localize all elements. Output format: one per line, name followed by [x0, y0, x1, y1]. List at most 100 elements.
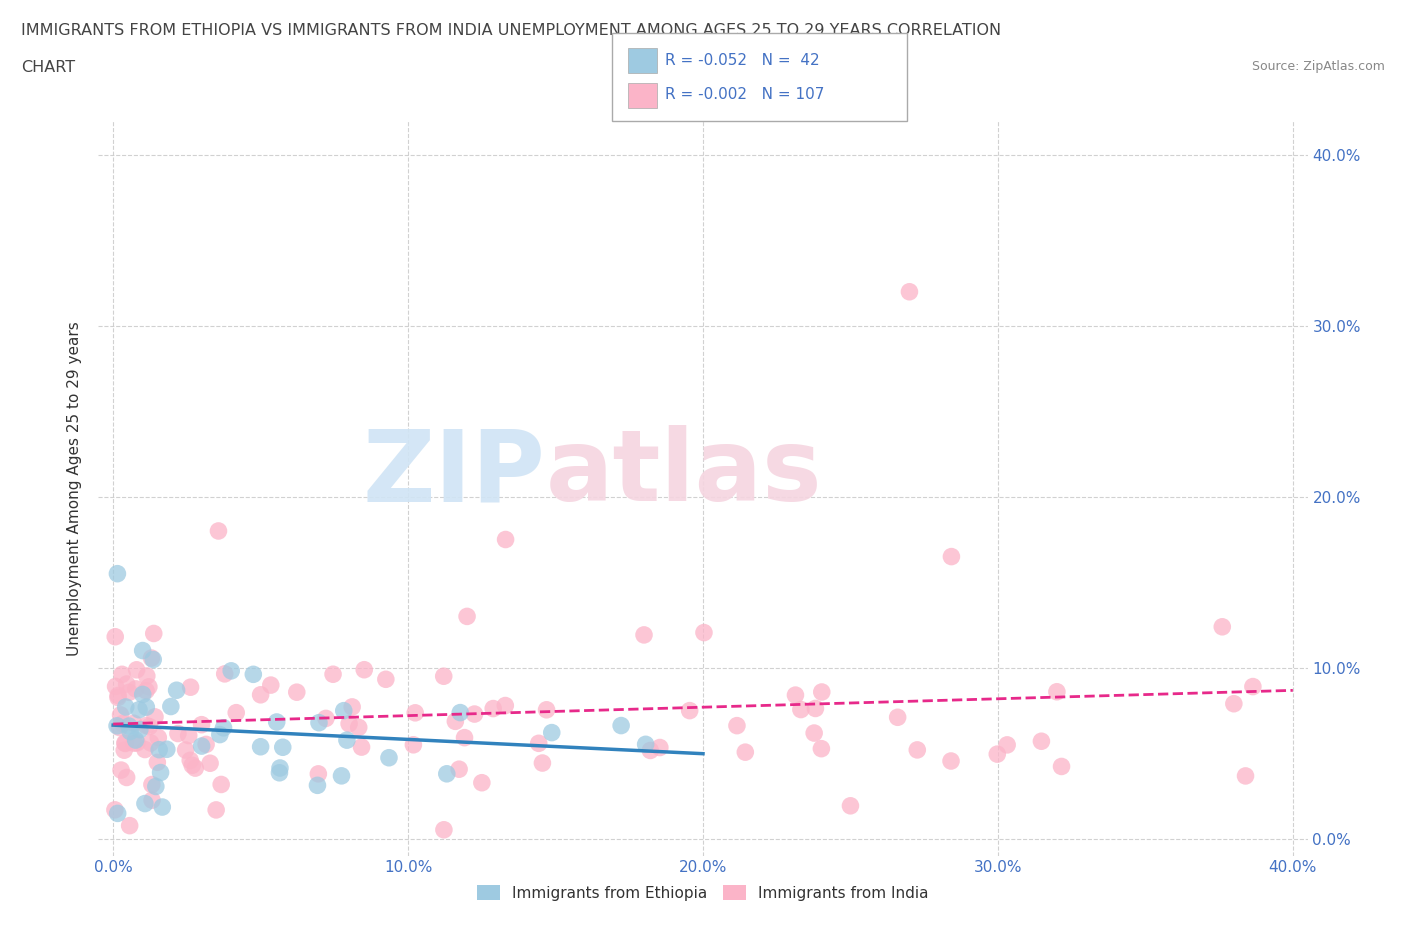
- Immigrants from Ethiopia: [540, 725, 562, 740]
- Immigrants from India: [995, 737, 1018, 752]
- Immigrants from India: [941, 549, 963, 564]
- Immigrants from Ethiopia: [156, 742, 179, 757]
- Immigrants from India: [141, 792, 163, 807]
- Immigrants from India: [184, 761, 207, 776]
- Immigrants from Ethiopia: [330, 768, 353, 783]
- Immigrants from Ethiopia: [333, 703, 356, 718]
- Text: CHART: CHART: [21, 60, 75, 75]
- Immigrants from Ethiopia: [269, 761, 291, 776]
- Text: atlas: atlas: [546, 425, 823, 522]
- Immigrants from India: [531, 755, 554, 770]
- Immigrants from India: [803, 725, 825, 740]
- Immigrants from India: [315, 711, 337, 725]
- Immigrants from India: [125, 682, 148, 697]
- Immigrants from Ethiopia: [150, 800, 173, 815]
- Immigrants from India: [725, 718, 748, 733]
- Immigrants from Ethiopia: [307, 777, 329, 792]
- Immigrants from India: [122, 736, 145, 751]
- Immigrants from Ethiopia: [449, 705, 471, 720]
- Immigrants from India: [495, 532, 517, 547]
- Immigrants from Ethiopia: [107, 566, 129, 581]
- Immigrants from India: [790, 702, 813, 717]
- Immigrants from India: [134, 742, 156, 757]
- Immigrants from India: [115, 770, 138, 785]
- Immigrants from India: [433, 822, 456, 837]
- Immigrants from India: [640, 743, 662, 758]
- Immigrants from India: [125, 736, 148, 751]
- Immigrants from India: [350, 739, 373, 754]
- Immigrants from India: [1031, 734, 1053, 749]
- Immigrants from India: [353, 662, 375, 677]
- Immigrants from Ethiopia: [308, 715, 330, 730]
- Immigrants from India: [633, 628, 655, 643]
- Immigrants from India: [679, 703, 702, 718]
- Immigrants from Ethiopia: [135, 699, 157, 714]
- Immigrants from India: [804, 701, 827, 716]
- Immigrants from India: [110, 708, 132, 723]
- Immigrants from India: [174, 743, 197, 758]
- Immigrants from India: [374, 671, 396, 686]
- Immigrants from Ethiopia: [124, 733, 146, 748]
- Immigrants from India: [108, 720, 131, 735]
- Immigrants from India: [536, 702, 558, 717]
- Text: R = -0.002   N = 107: R = -0.002 N = 107: [665, 87, 824, 102]
- Immigrants from India: [839, 798, 862, 813]
- Immigrants from Ethiopia: [219, 663, 242, 678]
- Immigrants from Ethiopia: [160, 699, 183, 714]
- Immigrants from India: [135, 684, 157, 698]
- Immigrants from India: [135, 718, 157, 733]
- Immigrants from India: [214, 667, 236, 682]
- Immigrants from India: [693, 625, 716, 640]
- Immigrants from Ethiopia: [249, 739, 271, 754]
- Immigrants from India: [207, 524, 229, 538]
- Immigrants from India: [195, 737, 218, 751]
- Immigrants from India: [482, 701, 505, 716]
- Immigrants from India: [905, 742, 928, 757]
- Immigrants from India: [1211, 619, 1233, 634]
- Immigrants from India: [449, 762, 471, 777]
- Immigrants from India: [785, 687, 807, 702]
- Immigrants from India: [167, 726, 190, 741]
- Immigrants from Ethiopia: [107, 806, 129, 821]
- Immigrants from India: [118, 684, 141, 699]
- Immigrants from India: [138, 719, 160, 734]
- Immigrants from India: [810, 741, 832, 756]
- Immigrants from India: [433, 669, 456, 684]
- Immigrants from Ethiopia: [166, 683, 188, 698]
- Immigrants from Ethiopia: [269, 765, 291, 780]
- Immigrants from India: [138, 680, 160, 695]
- Immigrants from India: [209, 777, 232, 792]
- Immigrants from Ethiopia: [336, 733, 359, 748]
- Text: ZIP: ZIP: [363, 425, 546, 522]
- Immigrants from India: [104, 803, 127, 817]
- Immigrants from India: [125, 662, 148, 677]
- Immigrants from India: [143, 710, 166, 724]
- Immigrants from Ethiopia: [634, 737, 657, 751]
- Text: Source: ZipAtlas.com: Source: ZipAtlas.com: [1251, 60, 1385, 73]
- Immigrants from India: [463, 707, 485, 722]
- Immigrants from India: [122, 716, 145, 731]
- Immigrants from India: [177, 728, 200, 743]
- Immigrants from India: [179, 753, 201, 768]
- Immigrants from India: [111, 716, 134, 731]
- Immigrants from India: [249, 687, 271, 702]
- Immigrants from India: [115, 677, 138, 692]
- Immigrants from India: [107, 688, 129, 703]
- Immigrants from India: [734, 745, 756, 760]
- Immigrants from India: [107, 690, 129, 705]
- Immigrants from India: [648, 740, 671, 755]
- Immigrants from India: [181, 758, 204, 773]
- Immigrants from India: [402, 737, 425, 752]
- Immigrants from India: [347, 720, 370, 735]
- Immigrants from Ethiopia: [212, 721, 235, 736]
- Immigrants from India: [939, 753, 962, 768]
- Immigrants from India: [205, 803, 228, 817]
- Immigrants from India: [198, 756, 221, 771]
- Immigrants from India: [322, 667, 344, 682]
- Immigrants from India: [225, 705, 247, 720]
- Immigrants from Ethiopia: [142, 652, 165, 667]
- Immigrants from India: [141, 777, 163, 792]
- Immigrants from India: [104, 679, 127, 694]
- Immigrants from Ethiopia: [271, 740, 294, 755]
- Immigrants from India: [1050, 759, 1073, 774]
